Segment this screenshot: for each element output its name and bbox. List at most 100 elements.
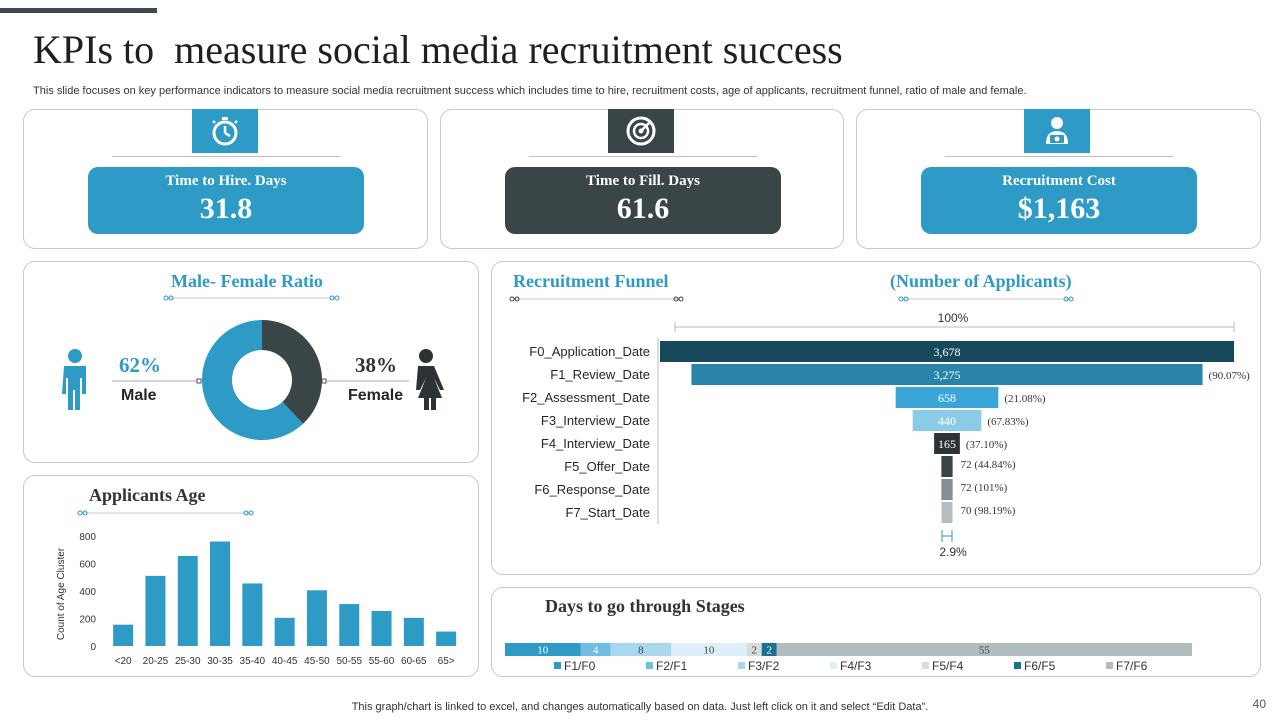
funnel-value-label: 165 xyxy=(938,437,956,451)
stage-legend-swatch xyxy=(646,662,653,669)
female-icon xyxy=(416,349,444,410)
funnel-bar xyxy=(660,341,1234,362)
age-y-tick-label: 600 xyxy=(79,560,96,571)
stage-legend-swatch xyxy=(738,662,745,669)
age-x-tick-label: 20-25 xyxy=(143,656,169,667)
funnel-category-label: F5_Offer_Date xyxy=(564,459,650,474)
ratio-card: Male- Female Ratio 62% Male 38% Female xyxy=(23,261,479,463)
age-x-tick-label: 30-35 xyxy=(207,656,233,667)
kpi-icon-tab xyxy=(608,109,674,153)
funnel-category-label: F3_Interview_Date xyxy=(541,413,650,428)
age-y-tick-label: 200 xyxy=(79,615,96,626)
stage-value-label: 10 xyxy=(703,645,715,657)
age-bar xyxy=(371,610,392,646)
stage-legend-label: F4/F3 xyxy=(840,659,872,673)
kpi-divider xyxy=(529,156,757,157)
title-underline xyxy=(509,296,684,302)
stages-chart: 10 4 8 10 2 2 55 F1/F0 F2/F1 F3/F2 F4/F3 F5/F4 F6/F… xyxy=(505,643,1192,673)
kpi-card-time-to-hire: Time to Hire. Days 31.8 xyxy=(23,109,428,249)
age-x-tick-label: 35-40 xyxy=(240,656,266,667)
footer-note: This graph/chart is linked to excel, and… xyxy=(351,701,929,713)
female-percent: 38% xyxy=(355,353,397,377)
funnel-category-label: F6_Response_Date xyxy=(534,482,650,497)
kpi-value: 31.8 xyxy=(199,192,253,225)
age-x-tick-label: 40-45 xyxy=(272,656,298,667)
funnel-bar xyxy=(941,502,953,523)
stage-value-label: 4 xyxy=(593,645,599,657)
stage-value-label: 10 xyxy=(537,645,549,657)
subtitle-underline xyxy=(898,296,1074,302)
ratio-chart xyxy=(62,295,444,440)
stage-legend-label: F2/F1 xyxy=(656,659,688,673)
male-label: Male xyxy=(121,387,157,404)
age-chart: Count of Age Cluster 0 200 400 600 800 <20 20-… xyxy=(56,510,457,667)
title-underline xyxy=(77,510,254,516)
title-accent-rule xyxy=(0,8,157,13)
stage-value-label: 2 xyxy=(751,645,757,657)
female-label: Female xyxy=(348,387,404,404)
kpi-icon-tab xyxy=(1024,109,1090,153)
funnel-conversion-label: (67.83%) xyxy=(987,416,1029,428)
top-bracket xyxy=(674,322,1235,332)
age-y-tick-label: 0 xyxy=(90,642,96,653)
age-x-tick-label: 45-50 xyxy=(304,656,330,667)
stage-segment xyxy=(746,643,762,656)
funnel-value-label: 440 xyxy=(938,414,956,428)
age-x-tick-label: <20 xyxy=(115,656,132,667)
kpi-value-box: Time to Fill. Days 61.6 xyxy=(505,167,781,234)
funnel-bar xyxy=(912,410,982,431)
stage-segment xyxy=(580,643,611,656)
stage-legend-swatch xyxy=(554,662,561,669)
kpi-card-time-to-fill: Time to Fill. Days 61.6 xyxy=(440,109,844,249)
funnel-conversion-label: (90.07%) xyxy=(1209,370,1251,382)
funnel-conversion-label: (37.10%) xyxy=(966,439,1008,451)
age-bar xyxy=(145,575,166,646)
stage-legend-label: F6/F5 xyxy=(1024,659,1056,673)
kpi-label: Time to Fill. Days xyxy=(586,173,700,189)
funnel-bar xyxy=(941,479,953,500)
kpi-icon-tab xyxy=(192,109,258,153)
funnel-category-label: F0_Application_Date xyxy=(529,344,650,359)
age-bar xyxy=(177,555,198,646)
target-gauge-icon xyxy=(626,116,656,146)
kpi-divider xyxy=(112,156,340,157)
funnel-title: Recruitment Funnel xyxy=(513,271,669,291)
stage-value-label: 8 xyxy=(638,645,644,657)
age-bar xyxy=(210,541,231,646)
stage-legend-swatch xyxy=(1014,662,1021,669)
kpi-value-box: Recruitment Cost $1,163 xyxy=(921,167,1197,234)
kpi-value: 61.6 xyxy=(616,192,670,225)
age-y-tick-label: 800 xyxy=(79,532,96,543)
stage-value-label: 2 xyxy=(766,645,772,657)
ratio-title: Male- Female Ratio xyxy=(171,271,323,291)
stage-legend-swatch xyxy=(922,662,929,669)
funnel-subtitle: (Number of Applicants) xyxy=(890,271,1072,291)
stage-segment xyxy=(610,643,672,656)
male-leader-marker xyxy=(196,378,202,384)
funnel-bar xyxy=(895,387,999,408)
age-y-axis-label: Count of Age Cluster xyxy=(56,547,67,640)
funnel-bar xyxy=(934,433,960,454)
funnel-category-label: F4_Interview_Date xyxy=(541,436,650,451)
recruiter-money-icon xyxy=(1046,117,1068,144)
stage-segment xyxy=(761,643,777,656)
age-bar xyxy=(242,583,263,646)
funnel-bottom-label: 2.9% xyxy=(939,545,967,559)
funnel-value-label: 658 xyxy=(938,391,956,405)
page-number: 40 xyxy=(1252,697,1266,711)
kpi-label: Time to Hire. Days xyxy=(165,173,287,189)
stage-legend-label: F5/F4 xyxy=(932,659,964,673)
funnel-category-label: F7_Start_Date xyxy=(565,505,650,520)
funnel-chart: 100% 2.9% F0_Application_Date 3,678 F1_Rev… xyxy=(509,296,1251,559)
stage-segment xyxy=(776,643,1192,656)
funnel-top-label: 100% xyxy=(938,311,969,325)
stage-legend-swatch xyxy=(830,662,837,669)
funnel-card: Recruitment Funnel (Number of Applicants… xyxy=(491,261,1261,575)
age-bar xyxy=(274,617,295,646)
age-x-tick-label: 60-65 xyxy=(401,656,427,667)
stage-legend-label: F3/F2 xyxy=(748,659,780,673)
funnel-value-label: 72 (101%) xyxy=(961,482,1008,494)
funnel-value-label: 3,275 xyxy=(934,368,961,382)
donut-slice-female xyxy=(262,320,322,424)
age-x-tick-label: 50-55 xyxy=(336,656,362,667)
